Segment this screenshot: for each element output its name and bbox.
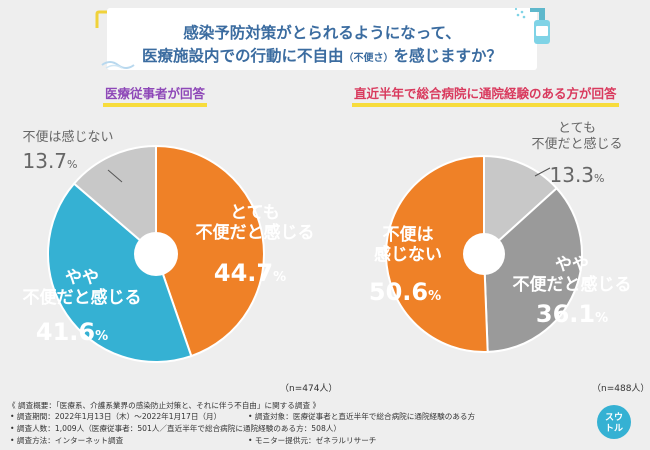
pie2-slice-3-label: 感じない bbox=[374, 244, 442, 265]
title-line-2-main: 医療施設内での行動に不自由 bbox=[141, 47, 344, 65]
logo-text-2: トル bbox=[605, 423, 623, 434]
pie2-slice-1-value: 13.3% bbox=[550, 163, 605, 187]
hand-wash-icon bbox=[101, 61, 135, 69]
pie1-slice-2 bbox=[47, 182, 193, 363]
pie1-slice-1-label: 不便だと感じる bbox=[196, 222, 315, 243]
pie2-slice-1-label: とても bbox=[558, 121, 596, 136]
footer-provider: • モニター提供元：ゼネラルリサーチ bbox=[248, 436, 377, 445]
right-chart-title: 直近半年で総合病院に通院経験のある方が回答 bbox=[352, 83, 619, 107]
title-line-2-small: （不便さ） bbox=[343, 53, 394, 64]
sutoru-logo: スウ トル bbox=[597, 405, 631, 439]
right-sample-size: （n=488人） bbox=[592, 384, 650, 394]
pie1-slice-1 bbox=[155, 144, 265, 358]
pie2-slice-1-label: 不便だと感じる bbox=[531, 136, 622, 152]
title-line-2-end: を感じますか？ bbox=[393, 47, 503, 65]
pie2-slice-3-label: 不便は bbox=[383, 224, 434, 245]
logo-text-1: スウ bbox=[605, 412, 623, 423]
pie2-slice-1 bbox=[483, 154, 559, 257]
pie2-slice-2 bbox=[482, 186, 583, 353]
pie1-slice-3-value: 13.7% bbox=[23, 149, 78, 173]
pie1-slice-2-label: 不便だと感じる bbox=[23, 287, 142, 308]
pie1-slice-3-label: 不便は感じない bbox=[22, 129, 113, 145]
title-line-1: 感染予防対策がとられるようになって、 bbox=[183, 24, 461, 42]
title-box: 感染予防対策がとられるようになって、 医療施設内での行動に不自由（不便さ）を感じ… bbox=[107, 8, 537, 70]
left-chart-title: 医療従事者が回答 bbox=[103, 83, 208, 107]
pie2-leader-line-1 bbox=[534, 167, 551, 177]
footer-target: • 調査対象：医療従事者と直近半年で総合病院に通院経験のある方 bbox=[248, 412, 476, 421]
pie1-hole bbox=[134, 232, 178, 276]
sanitizer-bottle-icon bbox=[514, 7, 550, 44]
pie1-slice-3 bbox=[72, 144, 157, 257]
footer-period: • 調査期間：2022年1月13日（木）〜2022年1月17日（月） bbox=[10, 412, 222, 421]
footer-method: • 調査方法：インターネット調査 bbox=[10, 436, 124, 445]
pie2-slice-2-label: やや bbox=[555, 255, 589, 275]
pie1-slice-2-label: やや bbox=[65, 268, 99, 288]
title-line-2: 医療施設内での行動に不自由（不便さ）を感じますか？ bbox=[107, 44, 537, 66]
pie2-slice-3 bbox=[385, 154, 489, 353]
pie2-hole bbox=[463, 233, 505, 275]
pie2-slice-2-value: 36.1% bbox=[536, 300, 608, 328]
pie2-slice-2-label: 不便だと感じる bbox=[513, 274, 632, 295]
pie1-leader-line-3 bbox=[107, 169, 123, 183]
pie-charts: とても不便だと感じる44.7%やや不便だと感じる41.6%不便は感じない13.7… bbox=[22, 121, 632, 363]
pie1-slice-1-value: 44.7% bbox=[214, 259, 286, 287]
pie1-slice-1-label: とても bbox=[230, 203, 280, 223]
pie1-slice-2-value: 41.6% bbox=[36, 318, 108, 346]
footer-count: • 調査人数：1,009人（医療従事者：501人／直近半年で総合病院に通院経験の… bbox=[10, 424, 341, 433]
footer-summary: 《 調査概要：「医療系、介護系業界の感染防止対策と、それに伴う不自由」に関する調… bbox=[8, 401, 321, 410]
pie2-slice-3-value: 50.6% bbox=[369, 278, 441, 306]
corner-decoration-icon bbox=[95, 10, 113, 28]
left-sample-size: （n=474人） bbox=[280, 384, 338, 394]
